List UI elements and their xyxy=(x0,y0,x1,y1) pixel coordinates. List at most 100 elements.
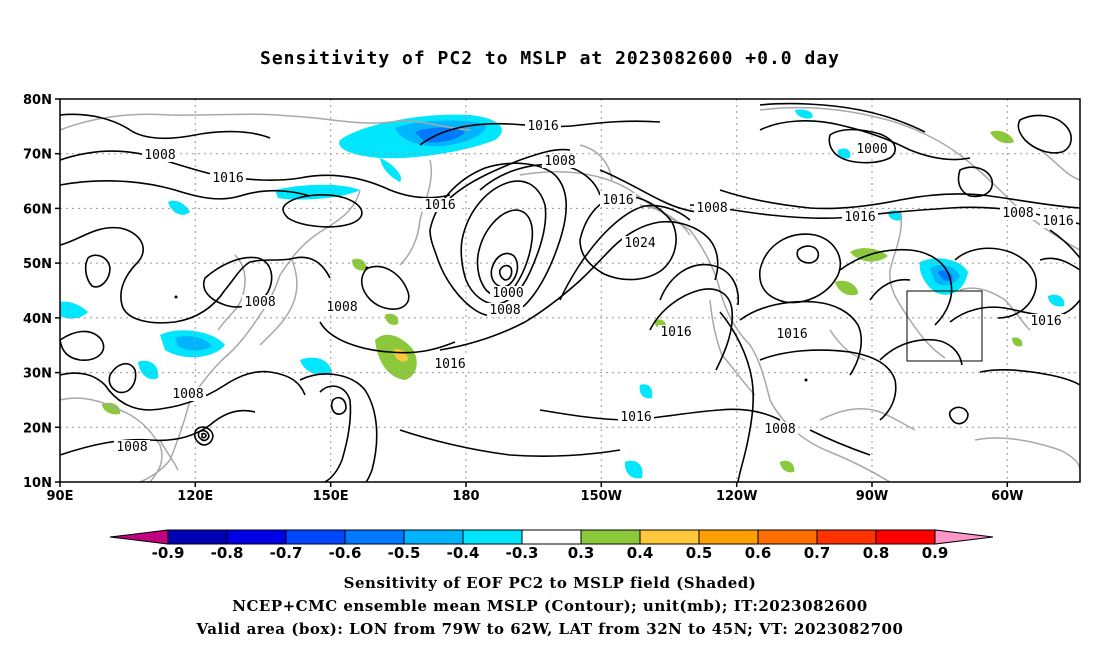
colorbar-label: -0.4 xyxy=(447,544,480,562)
contour-label: 1016 xyxy=(602,193,633,208)
colorbar-label: -0.5 xyxy=(388,544,421,562)
contour-label: 1008 xyxy=(172,387,203,402)
contour-label: 1024 xyxy=(624,236,655,251)
longitude-axis: 90E 120E 150E 180 150W 120W 90W 60W xyxy=(47,482,1024,504)
colorbar-label: 0.6 xyxy=(745,544,772,562)
contour-label-bg xyxy=(842,210,878,224)
colorbar-segment xyxy=(521,529,582,545)
colorbar-segment xyxy=(462,529,523,545)
contour-label: 1016 xyxy=(844,210,875,225)
lat-tick-label: 40N xyxy=(23,312,52,327)
lat-tick-label: 70N xyxy=(23,148,52,163)
lat-tick-label: 10N xyxy=(23,476,52,491)
contour-label-bg xyxy=(622,236,658,250)
contour-label-bg xyxy=(618,410,654,424)
colorbar-right-arrow xyxy=(934,529,994,545)
lon-tick-label: 120E xyxy=(177,489,213,504)
contour-label: 1008 xyxy=(1002,206,1033,221)
lon-tick-label: 120W xyxy=(716,489,757,504)
contour-label: 1016 xyxy=(434,357,465,372)
contour-label: 1016 xyxy=(660,325,691,340)
contour-label-bg xyxy=(658,325,694,339)
latitude-axis: 80N 70N 60N 50N 40N 30N 20N 10N xyxy=(23,93,60,491)
contour-labels: 1008 1016 1016 1008 1008 1016 1008 1000 1008 1016… xyxy=(114,119,1076,455)
contour-label: 1008 xyxy=(116,440,147,455)
sensitivity-shading xyxy=(60,109,1065,479)
contour-label: 1016 xyxy=(527,119,558,134)
contour-label-bg xyxy=(422,198,458,212)
contour-label-bg xyxy=(694,201,730,215)
colorbar-label: 0.5 xyxy=(686,544,713,562)
contour-label: 1000 xyxy=(856,142,887,157)
lon-tick-label: 180 xyxy=(452,489,479,504)
contour-label-bg xyxy=(600,193,636,207)
valid-area-box xyxy=(906,290,983,362)
contour-label: 1008 xyxy=(764,422,795,437)
map-frame xyxy=(59,98,1081,483)
contour-label: 1016 xyxy=(424,198,455,213)
colorbar-segment xyxy=(403,529,464,545)
colorbar-label: -0.7 xyxy=(270,544,303,562)
contour-label: 1008 xyxy=(696,201,727,216)
contour-label: 1000 xyxy=(492,286,523,301)
contour-label-bg xyxy=(762,422,798,436)
colorbar-label: 0.8 xyxy=(863,544,890,562)
contour-label: 1016 xyxy=(620,410,651,425)
colorbar-segment xyxy=(816,529,877,545)
colorbar: -0.9 -0.8 -0.7 -0.6 -0.5 -0.4 -0.3 0.3 0.4 0.5 0.6… xyxy=(109,529,994,562)
lon-tick-label: 150E xyxy=(313,489,349,504)
caption-shading: Sensitivity of EOF PC2 to MSLP field (Sh… xyxy=(343,574,757,592)
lon-tick-label: 60W xyxy=(991,489,1023,504)
lon-tick-label: 90E xyxy=(47,489,74,504)
contour-label-bg xyxy=(487,303,523,317)
contour-label-bg xyxy=(432,357,468,371)
contour-label: 1008 xyxy=(544,154,575,169)
contour-label-bg xyxy=(210,171,246,185)
colorbar-segment xyxy=(875,529,936,545)
mslp-contours xyxy=(59,102,1081,483)
caption-valid-area: Valid area (box): LON from 79W to 62W, L… xyxy=(196,620,904,638)
caption-contour: NCEP+CMC ensemble mean MSLP (Contour); u… xyxy=(232,597,868,615)
contour-label-bg xyxy=(1040,214,1076,228)
contour-label: 1008 xyxy=(489,303,520,318)
colorbar-segment xyxy=(580,529,641,545)
lat-tick-label: 20N xyxy=(23,421,52,436)
colorbar-label: -0.6 xyxy=(329,544,362,562)
contour-label-bg xyxy=(542,154,578,168)
contour-label-bg xyxy=(114,440,150,454)
contour-label: 1008 xyxy=(144,148,175,163)
colorbar-label: -0.3 xyxy=(506,544,539,562)
colorbar-label: 0.4 xyxy=(627,544,654,562)
contour-label: 1016 xyxy=(1042,214,1073,229)
contour-label-bg xyxy=(1000,206,1036,220)
contour-label: 1016 xyxy=(776,327,807,342)
map-title: Sensitivity of PC2 to MSLP at 2023082600… xyxy=(259,48,840,69)
contour-label-bg xyxy=(774,327,810,341)
lat-tick-label: 80N xyxy=(23,93,52,108)
colorbar-segment xyxy=(285,529,346,545)
contour-label: 1008 xyxy=(326,300,357,315)
lon-tick-label: 90W xyxy=(856,489,888,504)
contour-label: 1008 xyxy=(244,295,275,310)
colorbar-segment xyxy=(226,529,287,545)
colorbar-left-arrow xyxy=(109,529,169,545)
contour-label-bg xyxy=(490,286,526,300)
colorbar-label: 0.3 xyxy=(568,544,595,562)
contour-label-bg xyxy=(525,119,561,133)
colorbar-label: 0.7 xyxy=(804,544,831,562)
colorbar-segment xyxy=(757,529,818,545)
colorbar-label: -0.9 xyxy=(152,544,185,562)
contour-label-bg xyxy=(854,142,890,156)
colorbar-label: 0.9 xyxy=(922,544,949,562)
colorbar-label: -0.8 xyxy=(211,544,244,562)
contour-label-bg xyxy=(142,148,178,162)
lat-tick-label: 30N xyxy=(23,367,52,382)
colorbar-segment xyxy=(698,529,759,545)
colorbar-segment xyxy=(639,529,700,545)
colorbar-segment xyxy=(344,529,405,545)
colorbar-segment xyxy=(167,529,228,545)
grid-lines xyxy=(60,99,1080,482)
lat-tick-label: 60N xyxy=(23,202,52,217)
contour-label-bg xyxy=(1028,314,1064,328)
